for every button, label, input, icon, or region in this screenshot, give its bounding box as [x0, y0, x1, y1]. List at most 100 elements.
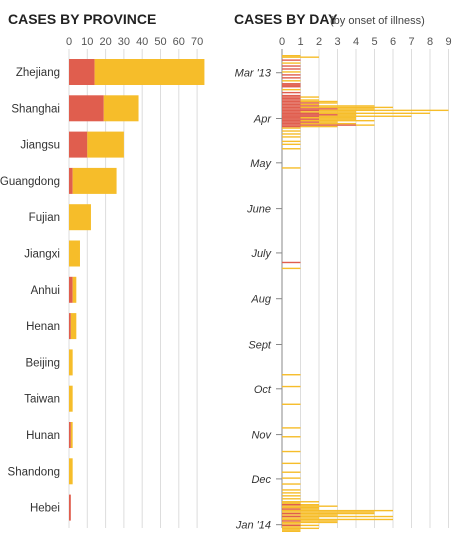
day-bar-segment	[300, 512, 375, 515]
day-bar-segment	[282, 59, 301, 61]
province-bar-segment	[69, 494, 71, 521]
day-x-tick-label: 4	[353, 36, 359, 48]
day-bar-segment	[282, 91, 301, 94]
day-bar-segment	[282, 130, 301, 132]
day-month-label: July	[250, 248, 272, 260]
day-bar-segment	[282, 99, 301, 101]
province-bar-segment	[69, 422, 71, 448]
day-bar-segment	[282, 514, 338, 516]
province-category-label: Anhui	[31, 285, 60, 297]
day-bar-segment	[282, 504, 301, 506]
day-bar-segment	[282, 94, 301, 97]
day-bar-segment	[282, 86, 301, 88]
day-bar-segment	[282, 55, 301, 57]
day-bar-segment	[319, 112, 430, 115]
province-bar-segment	[69, 385, 73, 412]
day-bar-segment	[282, 261, 301, 264]
day-bar-segment	[282, 450, 301, 453]
day-bar-segment	[282, 140, 301, 143]
day-bar-segment	[282, 122, 301, 125]
day-chart: 0 1 2 3 4 5 6 7 8 9 Mar '13 Apr May June July Aug Sept Oc…	[235, 36, 452, 532]
day-bar-segment	[282, 125, 301, 128]
day-bar-segment	[282, 385, 301, 388]
day-bar-segment	[282, 492, 301, 494]
province-x-tick-label: 10	[81, 36, 93, 48]
day-bar-segment	[282, 512, 301, 515]
day-bar-segment	[282, 529, 301, 531]
day-bar-segment	[282, 489, 301, 491]
day-bar-segment	[282, 105, 319, 107]
province-x-tick-label: 60	[173, 36, 185, 48]
day-bar-segment	[282, 115, 319, 117]
day-bar-segment	[282, 167, 301, 169]
day-bar-segment	[282, 108, 338, 110]
day-bar-segment	[319, 105, 375, 107]
day-bar-segment	[282, 511, 375, 513]
day-bar-segment	[282, 462, 301, 465]
day-bar-segment	[356, 124, 375, 126]
day-bar-segment	[282, 502, 301, 504]
day-month-label: Jan '14	[235, 520, 271, 532]
day-bar-segment	[282, 403, 301, 405]
day-bar-segment	[282, 520, 301, 522]
day-bar-segment	[282, 62, 301, 64]
day-bar-segment	[282, 56, 319, 58]
day-chart-subtitle: (by onset of illness)	[330, 15, 425, 27]
day-bar-segment	[282, 136, 301, 138]
day-bar-segment	[282, 71, 301, 73]
day-bar-segment	[337, 114, 356, 116]
day-bar-segment	[282, 427, 301, 429]
day-bar-segment	[282, 88, 301, 91]
province-bar-segment	[70, 313, 77, 340]
day-bar-segment	[319, 118, 356, 120]
day-bar-segment	[282, 118, 319, 120]
day-bar-segment	[282, 495, 301, 497]
day-bar-segment	[282, 84, 301, 86]
province-category-label: Zhejiang	[16, 67, 60, 79]
day-bar-segment	[282, 515, 301, 518]
province-category-label: Shandong	[8, 466, 60, 478]
day-bar-segment	[300, 117, 356, 119]
day-bar-segment	[300, 524, 319, 527]
day-bar-segment	[282, 117, 301, 119]
day-month-label: June	[246, 204, 271, 216]
day-month-label: Nov	[251, 430, 272, 442]
province-bar-segment	[103, 95, 139, 122]
day-bar-segment	[282, 530, 301, 532]
day-bar-segment	[282, 509, 393, 512]
day-bar-segment	[282, 119, 301, 122]
day-bar-segment	[282, 100, 301, 103]
day-month-label: Apr	[253, 114, 272, 126]
day-bar-segment	[282, 436, 301, 438]
day-bar-segment	[282, 111, 301, 113]
day-bar-segment	[282, 505, 338, 507]
day-bar-segment	[282, 524, 301, 527]
province-x-tick-label: 20	[99, 36, 111, 48]
province-bar-segment	[72, 276, 77, 303]
province-bar-segment	[69, 204, 91, 231]
day-bar-segment	[282, 498, 301, 500]
day-bar-segment	[300, 508, 319, 510]
day-bar-segment	[282, 124, 356, 126]
day-x-tick-label: 3	[334, 36, 340, 48]
day-bar-segment	[282, 83, 301, 85]
day-bar-segment	[300, 106, 393, 109]
day-x-tick-label: 8	[427, 36, 433, 48]
day-bar-segment	[300, 96, 319, 98]
day-bar-segment	[282, 102, 319, 104]
day-bar-segment	[282, 96, 301, 98]
day-month-label: Mar '13	[235, 68, 272, 80]
province-category-label: Beijing	[25, 357, 60, 369]
day-bar-segment	[282, 374, 301, 376]
day-x-tick-label: 2	[316, 36, 322, 48]
province-bar-segment	[87, 131, 124, 158]
day-bar-segment	[282, 97, 301, 100]
day-bar-segment	[300, 100, 338, 103]
province-category-label: Hebei	[30, 503, 60, 515]
day-bar-segment	[282, 523, 301, 525]
province-x-tick-label: 50	[154, 36, 166, 48]
day-bar-segment	[319, 121, 338, 123]
day-bar-segment	[282, 68, 301, 70]
province-bar-segment	[69, 276, 73, 303]
